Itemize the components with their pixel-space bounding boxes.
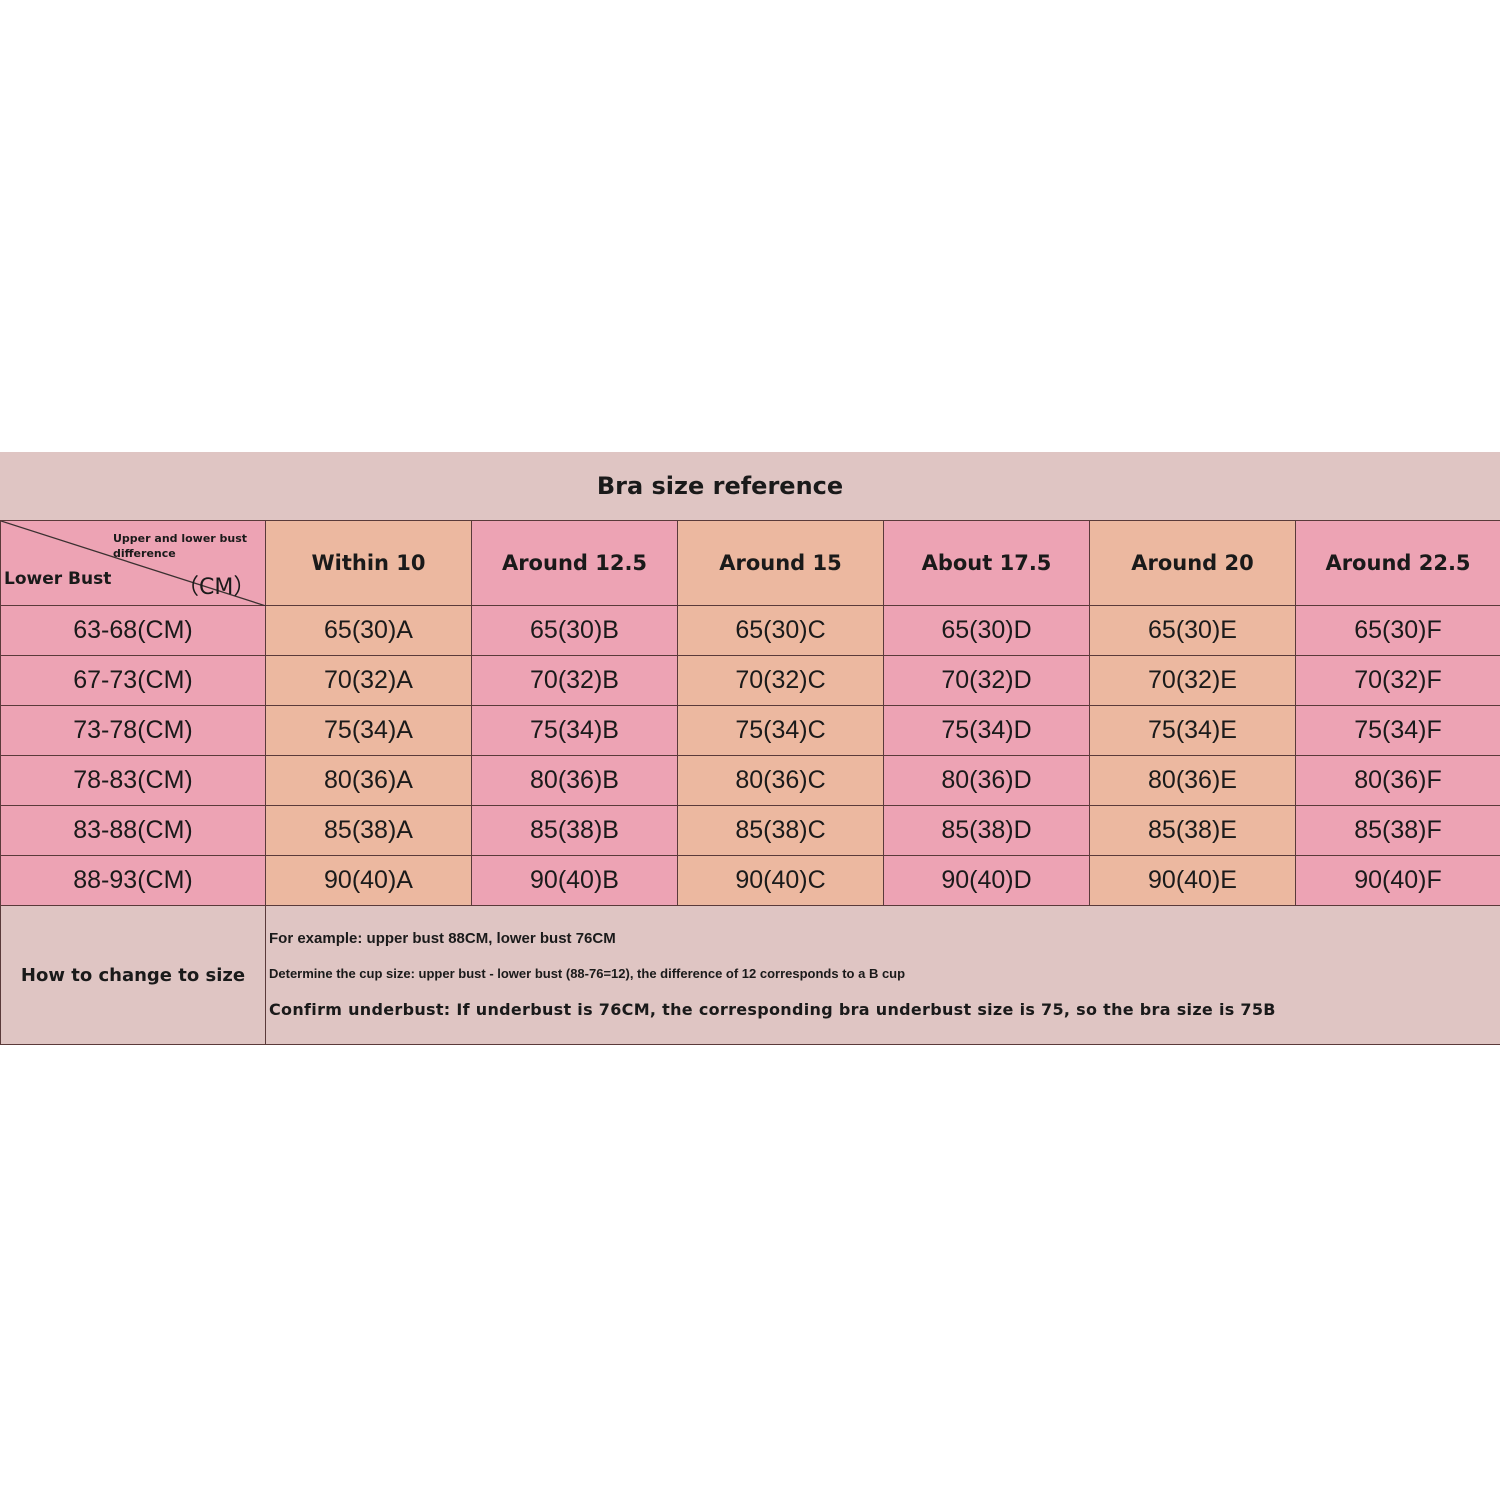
size-cell: 75(34)A: [265, 705, 472, 756]
size-cell: 70(32)B: [471, 655, 678, 706]
table-row: 88-93(CM) 90(40)A 90(40)B 90(40)C 90(40)D 90(…: [0, 855, 1500, 906]
corner-left-label: Lower Bust: [4, 569, 112, 589]
size-table: Upper and lower bust difference Lower Bu…: [0, 520, 1500, 1045]
size-cell: 90(40)B: [471, 855, 678, 906]
chart-title: Bra size reference: [596, 472, 844, 500]
column-header: Around 12.5: [471, 520, 678, 606]
footer-instructions: For example: upper bust 88CM, lower bust…: [265, 905, 1500, 1045]
size-cell: 90(40)E: [1089, 855, 1296, 906]
instruction-line: For example: upper bust 88CM, lower bust…: [269, 930, 616, 947]
size-cell: 70(32)C: [677, 655, 884, 706]
chart-title-bar: Bra size reference: [0, 452, 1500, 520]
size-cell: 90(40)F: [1295, 855, 1500, 906]
size-cell: 85(38)E: [1089, 805, 1296, 856]
instruction-line: Confirm underbust: If underbust is 76CM,…: [269, 1000, 1276, 1019]
column-header: Within 10: [265, 520, 472, 606]
table-row: 67-73(CM) 70(32)A 70(32)B 70(32)C 70(32)D 70(…: [0, 655, 1500, 706]
size-cell: 75(34)E: [1089, 705, 1296, 756]
row-label: 67-73(CM): [0, 655, 266, 706]
size-cell: 70(32)A: [265, 655, 472, 706]
table-row: 78-83(CM) 80(36)A 80(36)B 80(36)C 80(36)D 80(…: [0, 755, 1500, 806]
size-cell: 65(30)A: [265, 605, 472, 656]
size-cell: 80(36)F: [1295, 755, 1500, 806]
size-cell: 85(38)B: [471, 805, 678, 856]
size-cell: 75(34)C: [677, 705, 884, 756]
corner-top-label: Upper and lower bust difference: [113, 532, 248, 560]
size-cell: 85(38)C: [677, 805, 884, 856]
table-row: 73-78(CM) 75(34)A 75(34)B 75(34)C 75(34)D 75(…: [0, 705, 1500, 756]
size-cell: 75(34)F: [1295, 705, 1500, 756]
size-cell: 85(38)D: [883, 805, 1090, 856]
size-cell: 80(36)E: [1089, 755, 1296, 806]
size-cell: 80(36)A: [265, 755, 472, 806]
column-header: Around 20: [1089, 520, 1296, 606]
table-row: 83-88(CM) 85(38)A 85(38)B 85(38)C 85(38)D 85(…: [0, 805, 1500, 856]
row-label: 73-78(CM): [0, 705, 266, 756]
column-header: Around 22.5: [1295, 520, 1500, 606]
size-cell: 65(30)F: [1295, 605, 1500, 656]
size-cell: 85(38)F: [1295, 805, 1500, 856]
column-header: Around 15: [677, 520, 884, 606]
size-cell: 65(30)C: [677, 605, 884, 656]
size-cell: 90(40)D: [883, 855, 1090, 906]
row-label: 78-83(CM): [0, 755, 266, 806]
size-cell: 80(36)D: [883, 755, 1090, 806]
size-cell: 90(40)A: [265, 855, 472, 906]
row-label: 63-68(CM): [0, 605, 266, 656]
size-cell: 80(36)C: [677, 755, 884, 806]
row-label: 83-88(CM): [0, 805, 266, 856]
instruction-line: Determine the cup size: upper bust - low…: [269, 966, 906, 981]
size-cell: 75(34)D: [883, 705, 1090, 756]
corner-unit-label: （CM）: [177, 575, 256, 600]
size-cell: 75(34)B: [471, 705, 678, 756]
column-header: About 17.5: [883, 520, 1090, 606]
size-cell: 65(30)E: [1089, 605, 1296, 656]
table-row: 63-68(CM) 65(30)A 65(30)B 65(30)C 65(30)D 65(…: [0, 605, 1500, 656]
footer-label: How to change to size: [0, 905, 266, 1045]
row-label: 88-93(CM): [0, 855, 266, 906]
size-cell: 70(32)D: [883, 655, 1090, 706]
size-cell: 70(32)E: [1089, 655, 1296, 706]
corner-cell: Upper and lower bust difference Lower Bu…: [0, 520, 266, 606]
size-cell: 65(30)D: [883, 605, 1090, 656]
diagonal-line: [1, 521, 266, 606]
size-chart: Bra size reference Upper and lower bust …: [0, 452, 1500, 1045]
footer-row: How to change to size For example: upper …: [0, 905, 1500, 1045]
size-cell: 90(40)C: [677, 855, 884, 906]
size-cell: 70(32)F: [1295, 655, 1500, 706]
size-cell: 85(38)A: [265, 805, 472, 856]
size-cell: 65(30)B: [471, 605, 678, 656]
header-row: Upper and lower bust difference Lower Bu…: [0, 520, 1500, 606]
size-cell: 80(36)B: [471, 755, 678, 806]
